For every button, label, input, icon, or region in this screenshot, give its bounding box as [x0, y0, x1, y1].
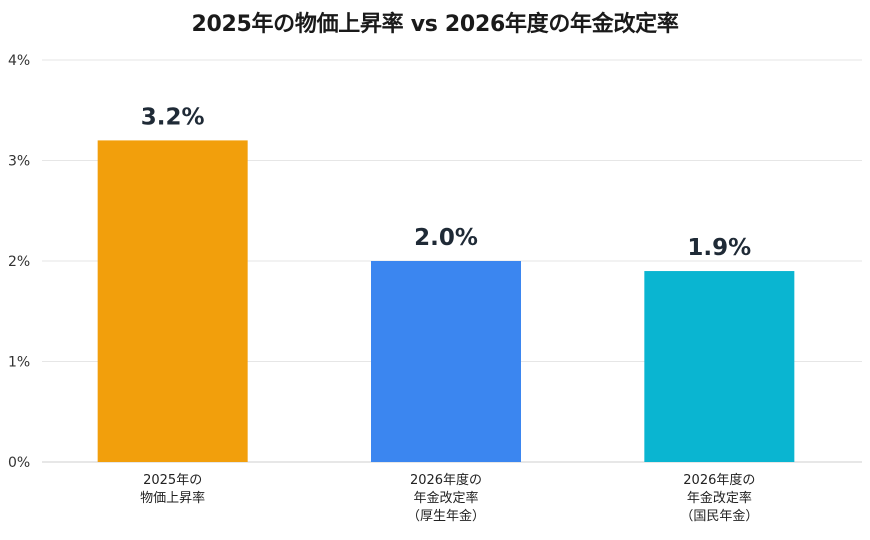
data-label: 1.9% — [687, 235, 751, 261]
x-tick-label-line: （厚生年金） — [407, 508, 485, 524]
x-tick-label: 2026年度の年金改定率 （厚生年金） — [407, 472, 485, 524]
bar — [371, 261, 521, 462]
x-tick-label-line: 2025年の — [143, 473, 202, 488]
y-tick-label: 0% — [8, 455, 30, 471]
data-labels: 3.2% 2.0% 1.9% — [141, 104, 751, 261]
x-tick-label-line: 年金改定率 — [413, 490, 478, 506]
x-tick-label: 2026年度の年金改定率 （国民年金） — [680, 472, 758, 524]
bar — [97, 140, 248, 462]
x-tick-label-line: 2026年度の — [410, 472, 482, 488]
data-label: 2.0% — [414, 225, 478, 251]
x-tick-label-line: 2026年度の — [683, 472, 755, 488]
bars — [97, 140, 795, 462]
y-tick-label: 1% — [8, 355, 30, 371]
y-axis: 0% 1% 2% 3% 4% — [8, 53, 30, 471]
y-tick-label: 4% — [8, 53, 30, 69]
bar — [644, 271, 795, 462]
x-tick-label: 2025年の物価上昇率 — [140, 473, 205, 506]
data-label: 3.2% — [141, 104, 205, 130]
y-tick-label: 2% — [8, 254, 30, 270]
x-tick-label-line: 年金改定率 — [687, 490, 752, 506]
x-axis: 2025年の物価上昇率2026年度の年金改定率（厚生年金）2026年度の年金改定… — [140, 472, 758, 524]
x-tick-label-line: 物価上昇率 — [140, 490, 205, 506]
y-tick-label: 3% — [8, 154, 30, 170]
x-tick-label-line: （国民年金） — [680, 508, 758, 524]
chart-title: 2025年の物価上昇率 vs 2026年度の年金改定率 — [191, 12, 679, 37]
